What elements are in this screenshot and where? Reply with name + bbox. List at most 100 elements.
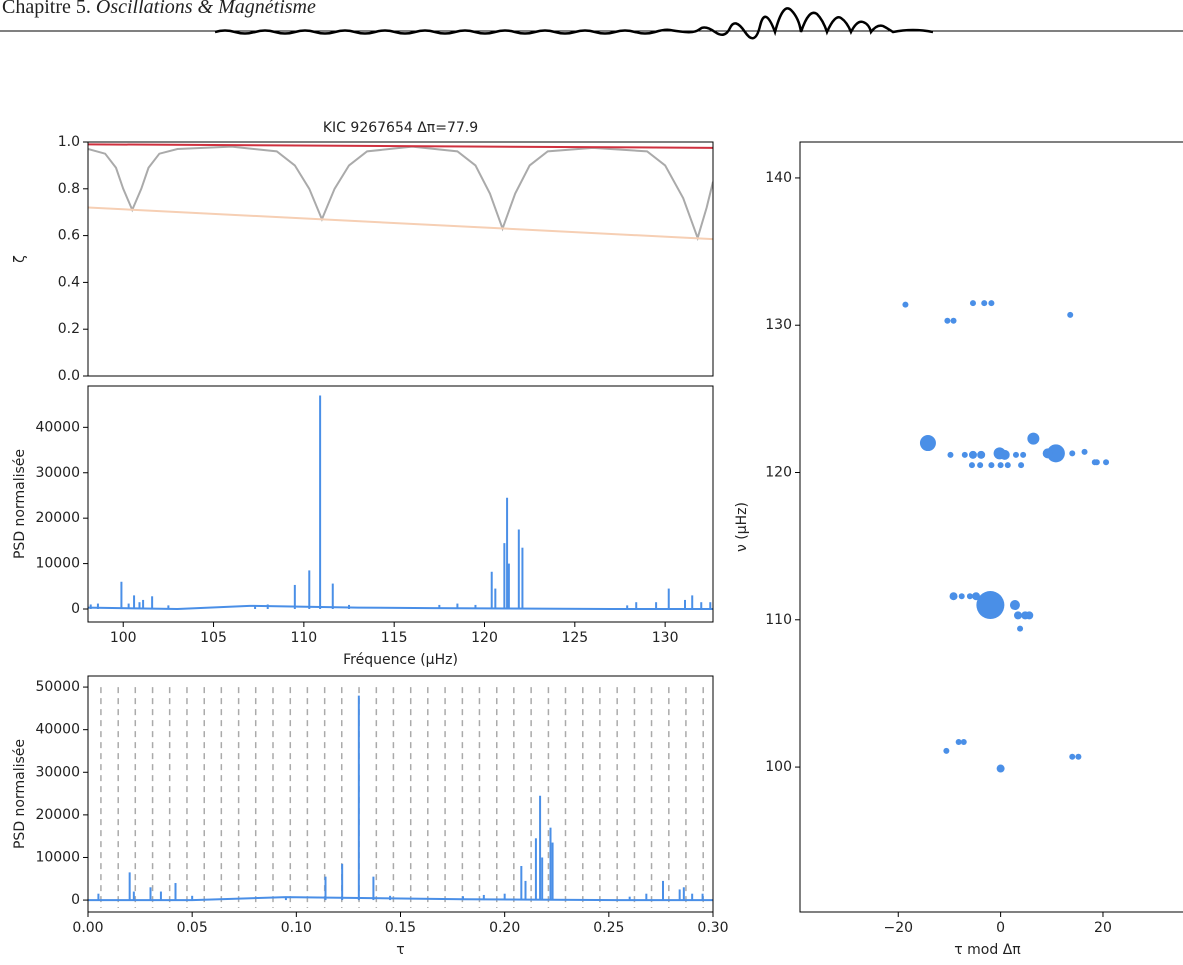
y-tick-label: 0.0 [58, 368, 80, 384]
x-axis-label: τ [396, 942, 404, 958]
scatter-point [1027, 432, 1040, 445]
y-tick-label: 1.0 [58, 134, 80, 150]
scatter-point [949, 592, 958, 601]
y-tick-label: 0.4 [58, 274, 80, 290]
scatter-point [1081, 448, 1088, 455]
scatter-point [919, 435, 936, 452]
plot-frame [87, 385, 714, 623]
data-line [88, 145, 713, 242]
x-tick-label: 105 [200, 630, 227, 646]
scatter-point [947, 451, 954, 458]
x-axis-label: τ mod Δπ [954, 942, 1021, 958]
scatter-point [996, 764, 1005, 773]
scatter-point [1017, 625, 1024, 632]
scatter-point [955, 739, 962, 746]
x-tick-label: 130 [652, 630, 679, 646]
chapter-number: Chapitre 5. [2, 0, 91, 18]
scatter-point [1067, 311, 1074, 318]
plot-frame [87, 675, 714, 913]
scatter-point [1025, 611, 1034, 620]
x-tick-label: 100 [110, 630, 137, 646]
scatter-point [968, 450, 977, 459]
x-tick-label: 0.05 [177, 920, 208, 936]
scatter-point [943, 747, 950, 754]
y-tick-label: 10000 [35, 556, 80, 572]
y-axis-label: PSD normalisée [12, 449, 28, 559]
data-line [88, 896, 713, 902]
scatter-point [1042, 448, 1053, 459]
y-tick-label: 140 [765, 170, 792, 186]
y-axis-label: ν (μHz) [734, 502, 750, 552]
scatter-point [902, 301, 909, 308]
scatter-point [944, 317, 951, 324]
y-tick-label: 10000 [35, 849, 80, 865]
x-tick-label: 0.15 [385, 920, 416, 936]
scatter-point [999, 449, 1010, 460]
chart-title: KIC 9267654 Δπ=77.9 [323, 120, 478, 136]
x-tick-label: 0.30 [697, 920, 728, 936]
scatter-point [969, 300, 976, 307]
scatter-point [977, 462, 984, 469]
y-tick-label: 20000 [35, 807, 80, 823]
x-tick-label: 120 [471, 630, 498, 646]
x-tick-label: 0.20 [489, 920, 520, 936]
y-tick-label: 50000 [35, 679, 80, 695]
x-tick-label: 110 [290, 630, 317, 646]
running-header: Chapitre 5. Oscillations & Magnétisme [2, 0, 316, 18]
y-tick-label: 0.6 [58, 228, 80, 244]
y-axis-label: PSD normalisée [12, 739, 28, 849]
plot-area [902, 300, 1110, 773]
scatter-point [1075, 753, 1082, 760]
scatter-point [968, 462, 975, 469]
y-tick-label: 40000 [35, 419, 80, 435]
y-tick-label: 0.2 [58, 321, 80, 337]
scatter-point [1020, 451, 1027, 458]
scatter-point [1018, 462, 1025, 469]
scatter-point [950, 317, 957, 324]
x-tick-label: 125 [561, 630, 588, 646]
x-axis-label: Fréquence (μHz) [343, 652, 458, 668]
scatter-point [1046, 444, 1065, 463]
scatter-point [988, 300, 995, 307]
y-tick-label: 0 [71, 892, 80, 908]
y-tick-label: 0.8 [58, 181, 80, 197]
data-line [88, 206, 713, 241]
scatter-point [1103, 459, 1110, 466]
y-tick-label: 40000 [35, 722, 80, 738]
x-tick-label: 0.25 [593, 920, 624, 936]
plot-frame [87, 141, 714, 377]
y-tick-label: 0 [71, 601, 80, 617]
y-tick-label: 30000 [35, 465, 80, 481]
data-line [88, 604, 713, 611]
scatter-point [958, 593, 965, 600]
y-tick-label: 30000 [35, 764, 80, 780]
y-tick-label: 130 [765, 317, 792, 333]
chapter-title: Oscillations & Magnétisme [96, 0, 316, 18]
scatter-point [977, 450, 986, 459]
scatter-point [960, 739, 967, 746]
plot-area [88, 687, 713, 908]
x-tick-label: −20 [883, 920, 913, 936]
y-tick-label: 110 [765, 612, 792, 628]
y-axis-label: ζ [12, 255, 28, 263]
scatter-point [976, 591, 1005, 620]
x-tick-label: 0.00 [72, 920, 103, 936]
scatter-point [981, 300, 988, 307]
y-tick-label: 120 [765, 465, 792, 481]
scatter-point [972, 592, 981, 601]
plot-frame [799, 141, 1183, 913]
x-tick-label: 115 [381, 630, 408, 646]
scatter-point [1012, 451, 1019, 458]
scatter-point [961, 451, 968, 458]
scatter-point [1014, 611, 1023, 620]
data-line [88, 143, 713, 149]
y-tick-label: 100 [765, 759, 792, 775]
plot-area [88, 143, 713, 242]
x-tick-label: 0 [996, 920, 1005, 936]
x-tick-label: 0.10 [281, 920, 312, 936]
scatter-point [1009, 600, 1020, 611]
scatter-point [1093, 459, 1100, 466]
y-tick-label: 20000 [35, 510, 80, 526]
scatter-point [1069, 753, 1076, 760]
